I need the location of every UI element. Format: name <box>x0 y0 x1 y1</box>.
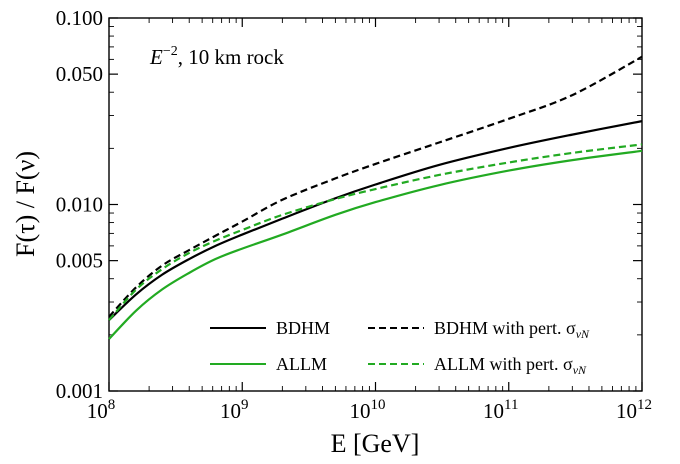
ticks <box>108 17 643 392</box>
y-tick-label: 0.001 <box>56 379 103 403</box>
x-tick-label: 109 <box>220 397 249 423</box>
series-allm <box>108 149 643 340</box>
legend-label-bdhm-pert: BDHM with pert. σνN <box>434 318 590 341</box>
x-tick-label: 1012 <box>616 397 652 423</box>
y-axis-label: F(τ) / F(ν) <box>11 151 40 257</box>
x-tick-label: 1010 <box>350 397 386 423</box>
legend-label-allm-pert: ALLM with pert. σνN <box>434 354 587 377</box>
legend-label-allm: ALLM <box>276 354 327 374</box>
x-tick-label: 1011 <box>483 397 518 423</box>
tick-labels: 108 109 1010 1011 1012 0.001 0.005 0.010 0.050 0.… <box>56 6 652 423</box>
series-allm-pert <box>108 143 643 321</box>
series-lines <box>108 55 643 340</box>
x-tick-label: 108 <box>87 397 116 423</box>
annotation-text: E−2, 10 km rock <box>149 44 284 69</box>
y-tick-label: 0.005 <box>56 249 103 273</box>
x-axis-label: E [GeV] <box>331 429 420 458</box>
y-tick-label: 0.010 <box>56 193 103 217</box>
y-tick-label: 0.050 <box>56 62 103 86</box>
legend: BDHM BDHM with pert. σνN ALLM ALLM with … <box>210 318 590 377</box>
y-tick-label: 0.100 <box>56 6 103 30</box>
legend-label-bdhm: BDHM <box>276 318 330 338</box>
series-bdhm-pert <box>108 55 643 318</box>
series-bdhm <box>108 120 643 321</box>
